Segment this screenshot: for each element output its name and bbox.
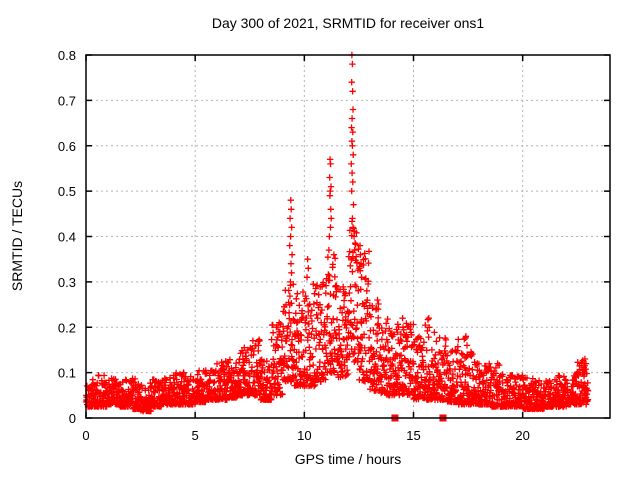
x-tick-label: 0 <box>82 428 89 443</box>
x-tick-label: 5 <box>192 428 199 443</box>
x-tick-labels: 0 5 10 15 20 <box>82 428 530 443</box>
y-tick-label: 0 <box>69 411 76 426</box>
grid-lines <box>86 55 610 418</box>
y-tick-label: 0.8 <box>58 48 76 63</box>
y-tick-label: 0.2 <box>58 320 76 335</box>
axis-ticks <box>85 54 610 419</box>
srmtid-data-points <box>82 51 592 415</box>
x-tick-label: 15 <box>406 428 420 443</box>
y-tick-label: 0.7 <box>58 93 76 108</box>
x-axis-title: GPS time / hours <box>295 451 402 467</box>
y-tick-label: 0.6 <box>58 139 76 154</box>
y-tick-label: 0.5 <box>58 184 76 199</box>
y-axis-title: SRMTID / TECUs <box>9 181 25 291</box>
y-tick-label: 0.3 <box>58 275 76 290</box>
y-tick-label: 0.1 <box>58 366 76 381</box>
y-tick-labels: 0 0.1 0.2 0.3 0.4 0.5 0.6 0.7 0.8 <box>58 48 76 426</box>
chart-title: Day 300 of 2021, SRMTID for receiver ons… <box>212 15 485 31</box>
scatter-points-series <box>82 51 592 415</box>
x-tick-label: 20 <box>515 428 529 443</box>
y-tick-label: 0.4 <box>58 230 76 245</box>
x-tick-label: 10 <box>297 428 311 443</box>
